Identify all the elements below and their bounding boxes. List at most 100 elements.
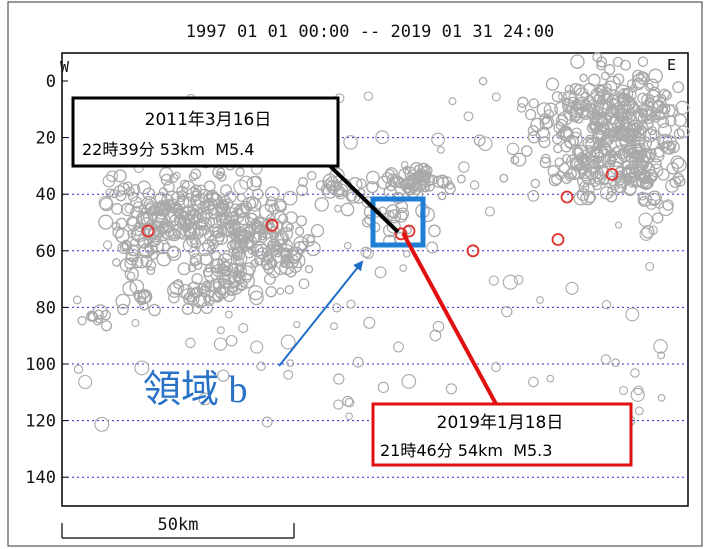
event-circle — [244, 212, 258, 226]
event-circle — [257, 231, 267, 241]
event-circle — [267, 265, 281, 279]
event-circle — [134, 360, 150, 376]
event-circle — [652, 212, 664, 224]
event-circle — [252, 241, 268, 257]
event-circle — [261, 416, 273, 428]
event-circle — [593, 111, 603, 121]
event-circle — [125, 248, 140, 263]
event-circle — [196, 211, 207, 223]
event-circle — [113, 169, 127, 183]
event-circle — [501, 305, 513, 318]
event-circle — [193, 294, 208, 309]
event-circle — [196, 282, 209, 295]
event-circle — [409, 181, 423, 195]
event-circle — [102, 174, 116, 188]
callout-2011-detail: 22時39分 53km M5.4 — [82, 140, 254, 159]
event-circle — [268, 226, 281, 238]
event-circle — [657, 351, 666, 360]
event-circle — [616, 112, 630, 125]
event-circle — [657, 93, 667, 104]
event-circle — [639, 227, 653, 241]
event-circle — [647, 192, 661, 207]
region-b-label: 領域 b — [143, 369, 248, 411]
event-circle — [607, 149, 617, 159]
event-circle — [541, 115, 555, 129]
event-circle — [198, 242, 212, 257]
event-circle — [360, 246, 372, 258]
event-circle — [176, 216, 191, 231]
event-circle — [374, 266, 387, 279]
event-circle — [200, 200, 215, 215]
event-circle — [342, 395, 354, 407]
event-circle — [554, 157, 564, 167]
event-circle — [539, 156, 552, 169]
event-circle — [478, 136, 493, 151]
event-circle — [592, 52, 603, 63]
event-circle — [129, 279, 145, 294]
event-circle — [569, 111, 581, 123]
event-circle — [401, 374, 417, 389]
event-circle — [233, 265, 244, 276]
event-circle — [631, 73, 647, 89]
event-circle — [565, 281, 579, 295]
event-circle — [621, 132, 632, 142]
event-circle — [183, 226, 197, 241]
event-circle — [657, 133, 673, 149]
event-circle — [579, 156, 595, 172]
event-circle — [217, 369, 230, 382]
event-circle — [362, 248, 374, 260]
event-circle — [650, 158, 662, 170]
event-circle — [638, 136, 653, 150]
event-circle — [605, 190, 618, 203]
event-circle — [363, 316, 376, 329]
event-circle — [637, 56, 649, 67]
event-circle — [188, 246, 200, 258]
event-circle — [186, 287, 196, 297]
event-circle — [302, 233, 316, 247]
event-circle — [196, 218, 207, 229]
y-tick-label: 40 — [36, 185, 56, 205]
event-circle — [521, 145, 533, 157]
event-circle — [250, 259, 260, 268]
event-circle — [139, 301, 149, 311]
event-circle — [226, 287, 235, 297]
event-circle — [625, 307, 640, 322]
event-circle — [181, 288, 194, 301]
event-circle — [400, 161, 409, 169]
event-circle — [649, 147, 665, 163]
event-circle — [640, 178, 652, 190]
event-circle — [456, 174, 466, 184]
event-circle — [657, 393, 666, 402]
event-circle — [284, 285, 294, 295]
event-circle — [218, 261, 234, 276]
callout-2019-connector — [401, 232, 498, 405]
event-circle — [265, 286, 277, 298]
event-circle — [229, 203, 243, 217]
event-circle — [190, 190, 202, 202]
event-circle — [512, 152, 527, 167]
event-circle — [363, 91, 374, 101]
event-circle — [94, 314, 104, 324]
event-circle — [571, 157, 585, 171]
event-circle — [209, 230, 225, 246]
event-circle — [513, 274, 524, 285]
east-label: E — [667, 56, 676, 74]
event-circle — [144, 244, 153, 253]
event-circle — [657, 168, 670, 181]
highlight-event — [141, 224, 155, 238]
event-circle — [612, 56, 624, 68]
event-circle — [604, 64, 616, 76]
callout-2011-connector — [328, 164, 400, 234]
event-circle — [268, 203, 280, 215]
highlight-event — [560, 190, 574, 204]
event-circle — [298, 278, 310, 290]
event-circle — [162, 201, 172, 212]
event-circle — [211, 225, 225, 239]
event-circle — [133, 290, 143, 300]
event-circle — [203, 180, 216, 193]
event-circle — [115, 190, 127, 202]
event-circle — [599, 134, 613, 148]
event-circle — [277, 248, 286, 257]
event-circle — [629, 142, 645, 159]
event-circle — [641, 94, 652, 105]
